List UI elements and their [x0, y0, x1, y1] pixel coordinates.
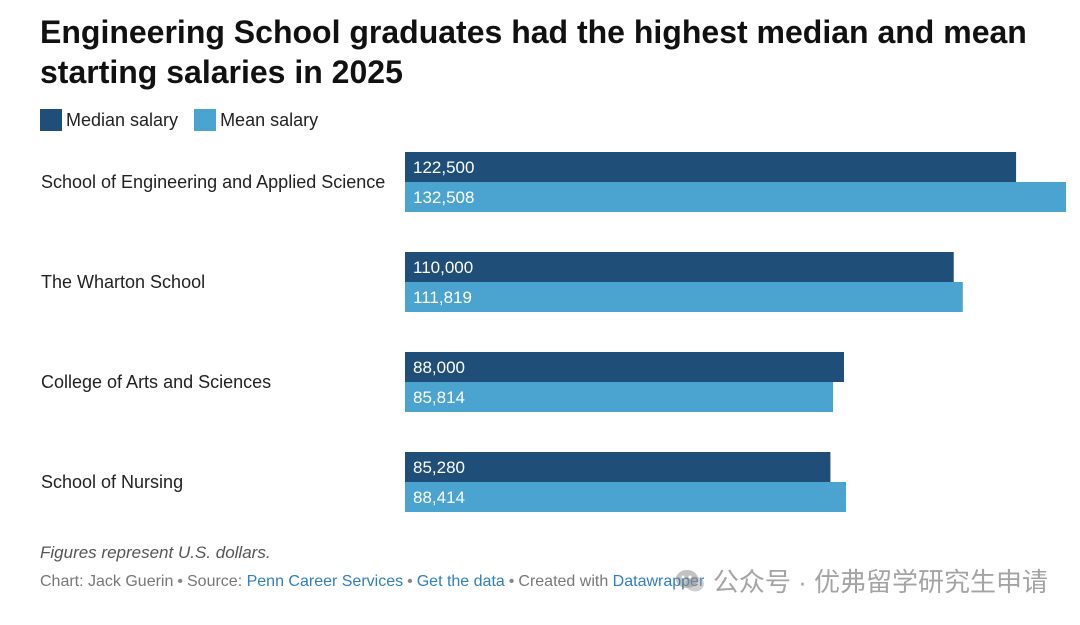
watermark-text: 公众号 · 优弗留学研究生申请	[712, 567, 1048, 597]
legend-label-median: Median salary	[66, 109, 179, 130]
legend-item-median: Median salary	[40, 109, 178, 131]
footer-separator: •	[177, 573, 183, 590]
footer-separator: •	[407, 573, 413, 590]
category-label: The Wharton School	[41, 272, 205, 292]
source-prefix: Source:	[187, 573, 243, 590]
source-link[interactable]: Penn Career Services	[246, 573, 404, 590]
bar-median	[405, 152, 1017, 182]
bar-value-label: 85,280	[413, 458, 465, 477]
legend-label-mean: Mean salary	[220, 109, 319, 130]
category-label: School of Engineering and Applied Scienc…	[41, 172, 385, 192]
bar-value-label: 110,000	[413, 258, 473, 277]
chart-title: Engineering School graduates had the hig…	[40, 14, 1027, 90]
bar-chart: School of Engineering and Applied Scienc…	[41, 152, 1066, 512]
bar-mean	[405, 382, 834, 412]
bar-value-label: 88,414	[413, 488, 465, 507]
bar-value-label: 132,508	[413, 188, 474, 207]
created-prefix: Created with	[518, 573, 609, 590]
bar-mean	[405, 482, 847, 512]
wechat-icon	[675, 569, 704, 591]
legend-swatch-mean	[194, 109, 217, 131]
bar-median	[405, 252, 954, 282]
bar-value-label: 85,814	[413, 388, 465, 407]
legend-item-mean: Mean salary	[194, 109, 318, 131]
footer-separator: •	[508, 573, 515, 590]
bar-mean	[405, 282, 963, 312]
category-label: School of Nursing	[41, 472, 183, 492]
bar-mean	[405, 182, 1066, 212]
bar-value-label: 88,000	[413, 358, 465, 377]
get-data-link[interactable]: Get the data	[416, 573, 505, 590]
legend: Median salary Mean salary	[40, 108, 334, 132]
chart-note: Figures represent U.S. dollars.	[40, 543, 271, 562]
bar-value-label: 111,819	[413, 288, 472, 307]
chart-footer: Chart: Jack Guerin • Source: Penn Career S…	[40, 573, 704, 591]
legend-swatch-median	[40, 109, 62, 131]
bar-median	[405, 352, 844, 382]
bar-value-label: 122,500	[413, 158, 474, 177]
datawrapper-link[interactable]: Datawrapper	[612, 573, 705, 590]
bar-median	[405, 452, 831, 482]
watermark: 公众号 · 优弗留学研究生申请	[675, 562, 1048, 599]
category-label: College of Arts and Sciences	[41, 372, 271, 392]
chart-credit: Chart: Jack Guerin	[40, 573, 174, 590]
